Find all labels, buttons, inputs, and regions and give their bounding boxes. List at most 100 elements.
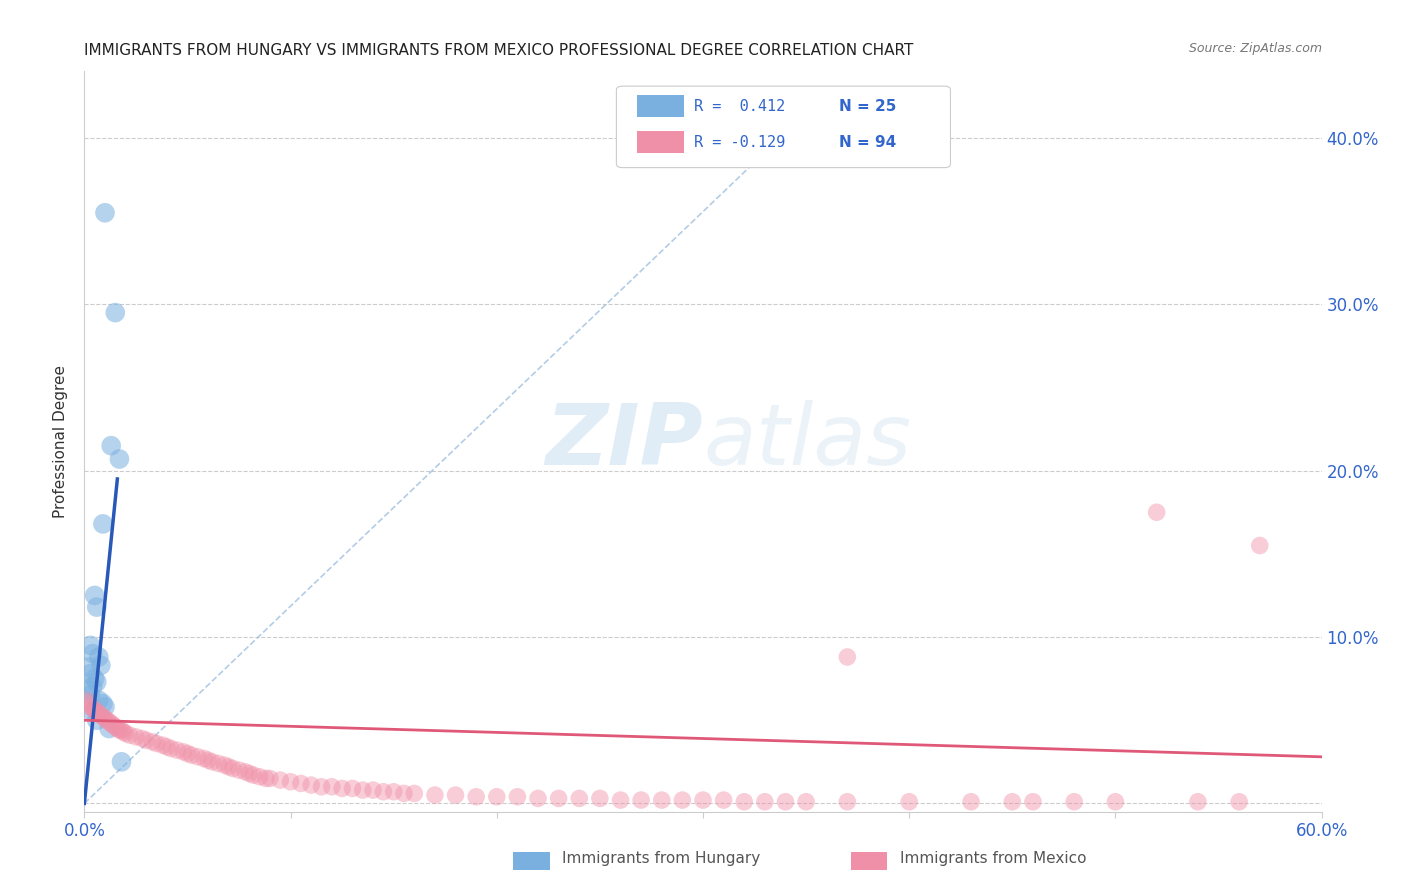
Text: ZIP: ZIP — [546, 400, 703, 483]
Point — [79, 666, 101, 681]
Point — [342, 781, 364, 796]
Point — [118, 728, 141, 742]
Point — [77, 660, 100, 674]
Point — [96, 713, 118, 727]
Point — [193, 751, 215, 765]
FancyBboxPatch shape — [616, 87, 950, 168]
Point — [1063, 795, 1085, 809]
Point — [131, 731, 153, 746]
Point — [1104, 795, 1126, 809]
Point — [125, 730, 148, 744]
Point — [156, 739, 179, 754]
Point — [485, 789, 508, 804]
Point — [214, 758, 236, 772]
Point — [775, 795, 797, 809]
Point — [108, 723, 131, 738]
Point — [238, 766, 260, 780]
Point — [290, 776, 312, 790]
Point — [79, 699, 101, 714]
Point — [233, 764, 256, 779]
Point — [218, 760, 240, 774]
Point — [172, 745, 194, 759]
Point — [222, 762, 245, 776]
Point — [152, 738, 174, 752]
Point — [141, 735, 163, 749]
Point — [104, 305, 127, 319]
Point — [1227, 795, 1250, 809]
Point — [98, 722, 121, 736]
Point — [1001, 795, 1024, 809]
Point — [187, 749, 209, 764]
Point — [145, 737, 167, 751]
Point — [197, 753, 219, 767]
Text: N = 94: N = 94 — [839, 135, 897, 150]
Point — [94, 699, 117, 714]
Point — [79, 688, 101, 702]
Point — [75, 693, 97, 707]
Point — [112, 724, 135, 739]
Point — [83, 672, 105, 686]
Point — [91, 697, 114, 711]
Point — [713, 793, 735, 807]
Point — [404, 786, 426, 800]
Point — [201, 755, 224, 769]
Point — [79, 638, 101, 652]
Text: R =  0.412: R = 0.412 — [695, 99, 786, 114]
Point — [280, 774, 302, 789]
Point — [423, 788, 446, 802]
Point — [392, 786, 415, 800]
Point — [259, 772, 281, 786]
Point — [382, 785, 405, 799]
Bar — [637, 95, 685, 117]
Point — [837, 650, 859, 665]
Point — [794, 795, 817, 809]
Point — [166, 743, 188, 757]
Point — [90, 708, 112, 723]
Point — [506, 789, 529, 804]
Point — [692, 793, 714, 807]
Point — [135, 733, 157, 747]
Point — [83, 589, 105, 603]
Point — [568, 791, 591, 805]
Point — [91, 710, 114, 724]
Point — [82, 647, 104, 661]
Point — [754, 795, 776, 809]
Text: N = 25: N = 25 — [839, 99, 897, 114]
Text: Source: ZipAtlas.com: Source: ZipAtlas.com — [1188, 42, 1322, 54]
Point — [311, 780, 333, 794]
Point — [114, 726, 136, 740]
Point — [373, 785, 395, 799]
Point — [630, 793, 652, 807]
Point — [837, 795, 859, 809]
Point — [465, 789, 488, 804]
Point — [100, 716, 122, 731]
Point — [207, 756, 229, 771]
Point — [960, 795, 983, 809]
Point — [254, 772, 277, 786]
Point — [898, 795, 921, 809]
Point — [86, 600, 108, 615]
Point — [86, 713, 108, 727]
Bar — [637, 130, 685, 153]
Point — [77, 683, 100, 698]
Point — [1146, 505, 1168, 519]
Point — [269, 773, 291, 788]
Point — [83, 703, 105, 717]
Point — [176, 747, 198, 761]
Point — [86, 675, 108, 690]
Point — [242, 768, 264, 782]
Point — [87, 706, 110, 721]
Point — [527, 791, 550, 805]
Point — [103, 718, 125, 732]
Point — [94, 206, 117, 220]
Point — [82, 705, 104, 719]
Text: Immigrants from Hungary: Immigrants from Hungary — [562, 851, 761, 865]
Point — [77, 697, 100, 711]
Point — [321, 780, 343, 794]
Point — [352, 783, 374, 797]
Point — [104, 720, 127, 734]
Point — [94, 712, 117, 726]
Point — [547, 791, 569, 805]
Text: IMMIGRANTS FROM HUNGARY VS IMMIGRANTS FROM MEXICO PROFESSIONAL DEGREE CORRELATIO: IMMIGRANTS FROM HUNGARY VS IMMIGRANTS FR… — [84, 43, 914, 58]
Point — [330, 781, 353, 796]
